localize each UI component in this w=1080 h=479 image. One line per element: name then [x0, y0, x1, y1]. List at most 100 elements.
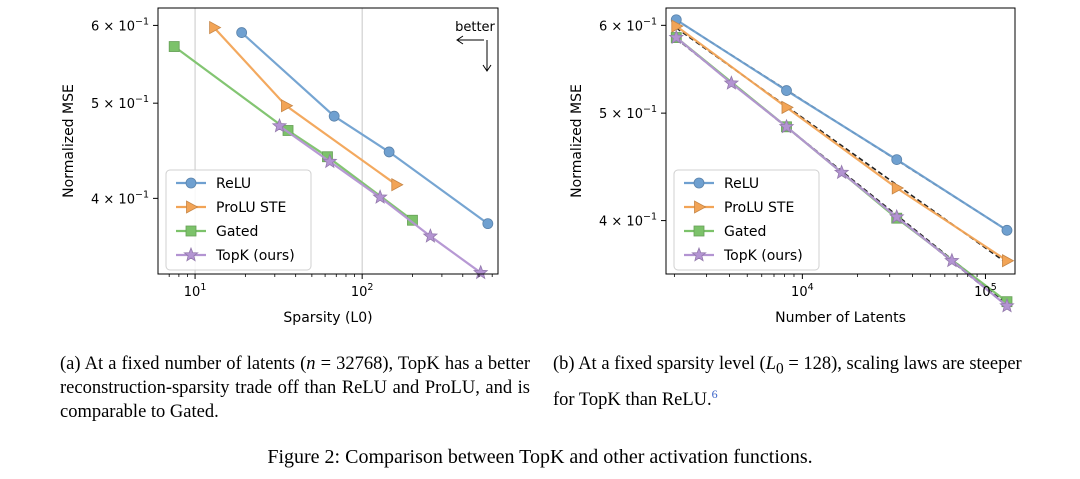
caption-a-math-eq: = 32768 [315, 354, 383, 374]
series-line [675, 25, 1008, 262]
series-line [213, 26, 397, 186]
data-point [281, 99, 294, 113]
legend-box [673, 169, 820, 271]
series-a-prolu-ste [209, 20, 404, 192]
data-point [168, 41, 180, 52]
data-point [999, 297, 1015, 313]
better-arrowhead-left [456, 35, 464, 45]
caption-b-text1: At a fixed sparsity level ( [578, 354, 766, 374]
figure-caption: Figure 2: Comparison between TopK and ot… [267, 446, 813, 468]
data-point [407, 214, 418, 226]
plot-frame-b [665, 7, 1016, 275]
y-tick-label: 5 × 10−1 [91, 94, 149, 112]
better-annotation: better [455, 20, 496, 72]
data-point [891, 181, 905, 195]
series-a-topk-ours [271, 117, 489, 280]
data-point [723, 75, 740, 90]
data-point [391, 178, 404, 192]
legend-entry: Gated [176, 224, 258, 240]
footnote-link[interactable]: 6 [711, 386, 718, 401]
legend-marker [693, 225, 705, 237]
legend-label: ReLU [216, 176, 251, 192]
legend-entry: Gated [684, 224, 766, 240]
data-point [209, 20, 222, 35]
legend-label: Gated [216, 224, 258, 240]
data-point [271, 117, 288, 133]
y-tick-label: 4 × 10−1 [599, 212, 657, 230]
data-point [891, 154, 903, 166]
legend-label: ProLU STE [724, 200, 794, 216]
legend-label: ReLU [724, 176, 759, 192]
data-point [668, 29, 684, 45]
data-point [781, 100, 794, 115]
caption-a-text2: ), TopK has a better reconstruction-spar… [60, 354, 530, 422]
caption-b-math-eq: = 128 [783, 354, 832, 374]
legend-entry: TopK (ours) [176, 246, 295, 264]
caption-a: (a) At a fixed number of latents (n = 32… [60, 352, 530, 424]
legend-label: TopK (ours) [215, 248, 295, 264]
legend-marker [183, 246, 199, 262]
data-point [328, 110, 340, 122]
legend-marker [186, 200, 199, 214]
series-line [240, 31, 489, 225]
legend-marker [691, 246, 707, 262]
data-point [482, 218, 494, 230]
data-point [422, 228, 439, 243]
legend-label: ProLU STE [216, 200, 286, 216]
y-tick-label: 6 × 10−1 [599, 16, 657, 34]
legend-marker [693, 177, 705, 189]
legend-marker [185, 177, 197, 189]
legend-marker [185, 225, 197, 237]
x-axis-title: Sparsity (L0) [283, 310, 372, 326]
data-point [236, 27, 248, 38]
chart-a: 101 102 6 × 10−1 5 × 10−1 4 × 10−1 Sparsity (… [61, 7, 499, 326]
data-point [944, 252, 960, 268]
caption-a-label: (a) [60, 354, 81, 374]
series-b-prolu-ste [671, 19, 1015, 268]
data-point [671, 19, 684, 33]
legend-label: Gated [724, 224, 766, 240]
better-label: better [455, 20, 495, 35]
series-line [675, 18, 1008, 232]
y-tick-label: 5 × 10−1 [599, 104, 657, 122]
series-line [173, 45, 414, 222]
data-point [1001, 224, 1013, 236]
plot-frame-a [157, 7, 499, 275]
legend-marker [694, 200, 707, 214]
legend-entry: ReLU [176, 176, 251, 192]
x-tick-label: 101 [184, 282, 207, 300]
y-axis-title: Normalized MSE [61, 84, 77, 198]
series-a-relu [236, 27, 494, 230]
x-axis-title: Number of Latents [775, 310, 906, 326]
caption-b-math-var: L [765, 354, 776, 374]
data-point [781, 85, 792, 96]
better-arrowhead-down [482, 64, 492, 72]
legend-entry: ProLU STE [176, 200, 286, 216]
legend-a: ReLU ProLU STE Gated TopK (ours) [165, 169, 312, 271]
legend-label: TopK (ours) [723, 248, 803, 264]
x-tick-label: 105 [974, 282, 997, 300]
legend-entry: TopK (ours) [684, 246, 803, 264]
chart-b: 104 105 6 × 10−1 5 × 10−1 4 × 10−1 Number of … [569, 7, 1016, 326]
caption-b-math-sub: 0 [776, 360, 784, 378]
caption-b-label: (b) [553, 354, 575, 374]
data-point [383, 146, 395, 158]
caption-b-text2: ), scaling laws are steeper for TopK tha… [553, 354, 1022, 410]
series-a-gated [168, 41, 418, 226]
x-tick-label: 102 [351, 282, 374, 300]
data-point [833, 164, 850, 180]
data-point [472, 264, 489, 280]
data-point [322, 153, 338, 169]
x-tick-label: 104 [791, 282, 814, 300]
caption-b: (b) At a fixed sparsity level (L0 = 128)… [553, 352, 1033, 412]
legend-entry: ReLU [684, 176, 759, 192]
data-point [778, 118, 795, 134]
caption-a-math-var: n [306, 354, 316, 374]
y-axis-title: Normalized MSE [569, 84, 585, 198]
legend-b: ReLU ProLU STE Gated TopK (ours) [673, 169, 820, 271]
data-point [1002, 254, 1015, 268]
legend-box [165, 169, 312, 271]
legend-entry: ProLU STE [684, 200, 794, 216]
data-point [889, 208, 905, 224]
series-b-topk-ours [668, 29, 1015, 313]
